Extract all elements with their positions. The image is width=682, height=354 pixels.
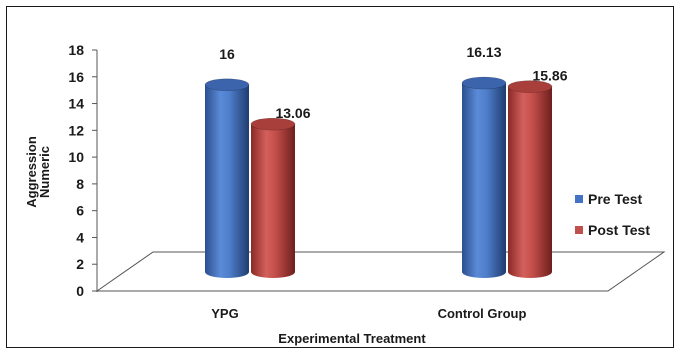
bar-body xyxy=(462,83,506,278)
y-tick-label: 8 xyxy=(76,176,84,192)
bar-top xyxy=(250,117,296,131)
legend-swatch-pre-test xyxy=(575,195,583,203)
data-label: 16 xyxy=(219,46,235,62)
data-label: 16.13 xyxy=(466,44,501,60)
y-tick-label: 0 xyxy=(76,283,84,299)
y-tick-label: 12 xyxy=(68,122,84,138)
y-tick-label: 4 xyxy=(76,229,84,245)
x-category-label: YPG xyxy=(211,306,238,321)
legend: Pre Test Post Test xyxy=(575,191,650,238)
bar-pre-test-ypg xyxy=(204,78,250,279)
y-axis-title-line-2: Numeric xyxy=(37,146,52,198)
x-category-label: Control Group xyxy=(438,306,527,321)
data-label: 15.86 xyxy=(532,68,567,84)
bar-body xyxy=(251,124,295,278)
legend-label: Pre Test xyxy=(588,191,643,207)
y-tick-label: 2 xyxy=(76,256,84,272)
x-axis-title: Experimental Treatment xyxy=(278,331,426,346)
y-tick-label: 6 xyxy=(76,203,84,219)
bar-post-test-ypg xyxy=(250,117,296,278)
bar-post-test-control-group xyxy=(507,80,553,278)
bar-top xyxy=(461,76,507,90)
y-tick-label: 10 xyxy=(68,149,84,165)
bar-pre-test-control-group xyxy=(461,76,507,278)
y-axis-title-line-1: Aggression xyxy=(24,136,39,208)
chart-floor xyxy=(95,251,666,292)
y-tick-label: 18 xyxy=(68,42,84,58)
bar-top xyxy=(204,78,250,92)
legend-swatch-post-test xyxy=(575,226,583,234)
bar-body xyxy=(508,86,552,278)
bar-body xyxy=(205,84,249,279)
legend-label: Post Test xyxy=(588,222,650,238)
data-label: 13.06 xyxy=(275,105,310,121)
bar-top xyxy=(507,80,553,93)
y-tick-label: 16 xyxy=(68,69,84,85)
y-tick-label: 14 xyxy=(68,96,84,112)
